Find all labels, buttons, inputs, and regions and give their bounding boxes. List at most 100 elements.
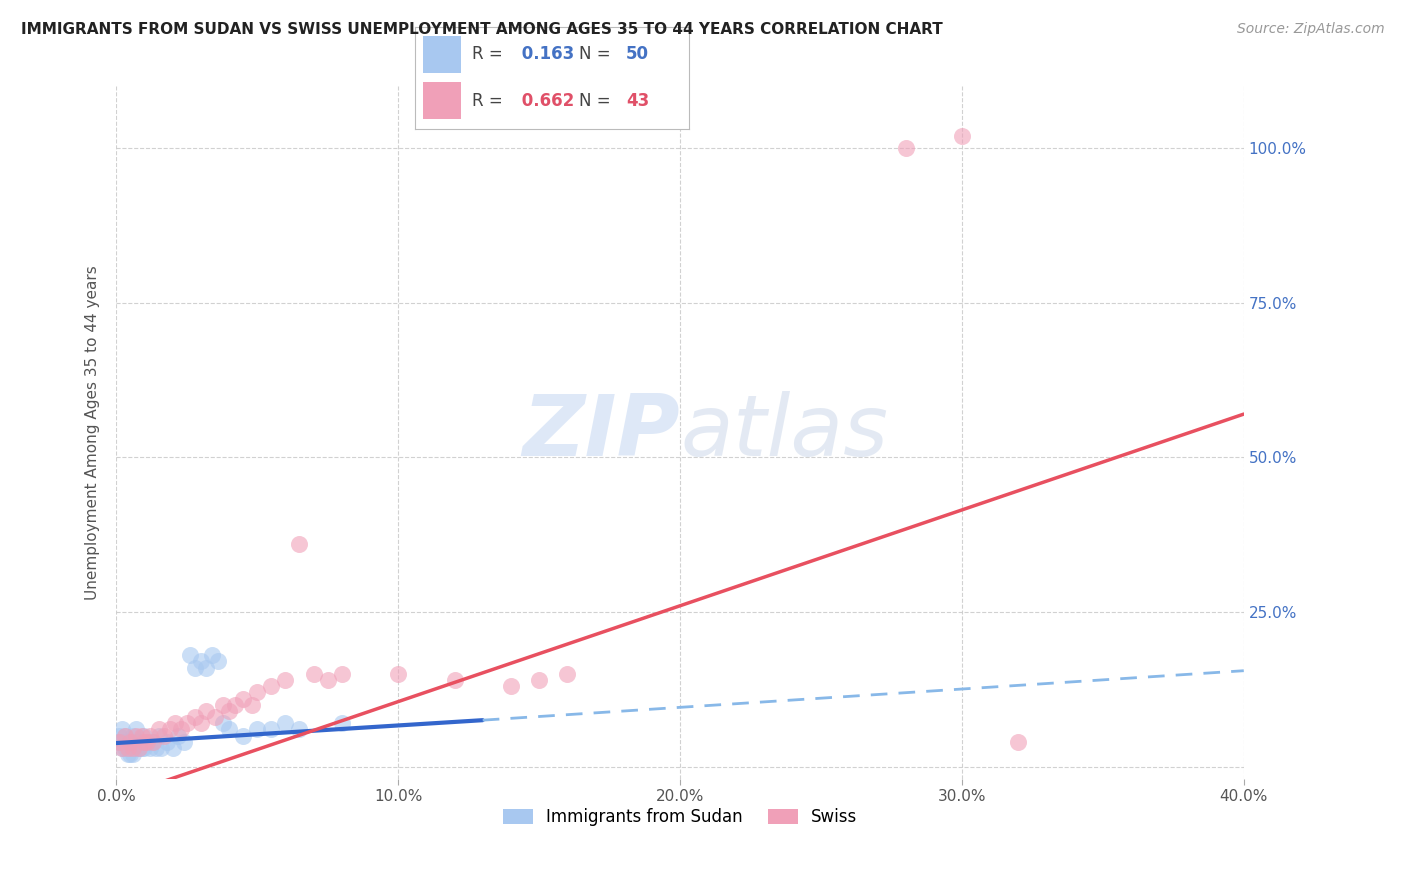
Point [128, 735, 150, 749]
Point [108, 729, 131, 743]
Point [302, 666, 325, 681]
Point [120, 741, 142, 756]
Point [117, 735, 139, 749]
Point [201, 648, 224, 663]
Point [125, 741, 148, 756]
Point [134, 735, 156, 749]
Point [165, 716, 187, 731]
Text: R =: R = [472, 45, 509, 63]
Point [190, 716, 212, 731]
Point [184, 710, 207, 724]
Point [117, 741, 139, 756]
Point [159, 723, 181, 737]
Text: N =: N = [579, 45, 616, 63]
Point [125, 729, 148, 743]
Bar [423, 36, 461, 73]
Point [150, 741, 173, 756]
Point [167, 729, 190, 743]
Point [134, 741, 156, 756]
Point [148, 723, 170, 737]
Text: Source: ZipAtlas.com: Source: ZipAtlas.com [1237, 22, 1385, 37]
Point [190, 655, 212, 669]
Point [443, 673, 465, 687]
Point [148, 729, 170, 743]
Point [114, 741, 136, 756]
Point [288, 723, 311, 737]
Point [288, 537, 311, 551]
Point [232, 691, 254, 706]
Point [170, 723, 193, 737]
Point [246, 685, 269, 699]
Point [131, 729, 153, 743]
Text: ZIP: ZIP [523, 391, 681, 475]
Point [387, 666, 409, 681]
Point [142, 735, 165, 749]
Point [111, 735, 134, 749]
Point [120, 747, 142, 761]
Point [114, 729, 136, 743]
Point [176, 716, 198, 731]
Point [1007, 735, 1029, 749]
Point [156, 735, 179, 749]
Point [316, 673, 339, 687]
Point [122, 741, 145, 756]
Point [136, 735, 159, 749]
Point [195, 660, 218, 674]
Point [117, 741, 139, 756]
Point [120, 735, 142, 749]
Point [162, 741, 184, 756]
Point [207, 655, 229, 669]
Point [111, 741, 134, 756]
Point [195, 704, 218, 718]
Text: 0.662: 0.662 [516, 92, 575, 110]
Point [108, 735, 131, 749]
Text: 50: 50 [626, 45, 650, 63]
Point [122, 747, 145, 761]
Point [114, 735, 136, 749]
Point [111, 741, 134, 756]
Point [555, 666, 578, 681]
Point [125, 735, 148, 749]
Point [894, 141, 917, 155]
Point [184, 660, 207, 674]
Point [499, 679, 522, 693]
Text: R =: R = [472, 92, 509, 110]
Y-axis label: Unemployment Among Ages 35 to 44 years: Unemployment Among Ages 35 to 44 years [86, 265, 100, 600]
Point [232, 729, 254, 743]
Point [139, 729, 162, 743]
Point [117, 747, 139, 761]
Point [527, 673, 550, 687]
Point [212, 716, 235, 731]
Point [128, 741, 150, 756]
Point [212, 698, 235, 712]
Point [224, 698, 246, 712]
Point [950, 128, 973, 143]
Point [125, 723, 148, 737]
Point [153, 729, 176, 743]
Point [122, 729, 145, 743]
Point [218, 704, 240, 718]
Point [246, 723, 269, 737]
Point [136, 735, 159, 749]
Point [134, 729, 156, 743]
Point [204, 710, 226, 724]
Text: IMMIGRANTS FROM SUDAN VS SWISS UNEMPLOYMENT AMONG AGES 35 TO 44 YEARS CORRELATIO: IMMIGRANTS FROM SUDAN VS SWISS UNEMPLOYM… [21, 22, 943, 37]
Text: N =: N = [579, 92, 616, 110]
Point [142, 735, 165, 749]
Point [114, 729, 136, 743]
Point [260, 723, 283, 737]
Point [120, 735, 142, 749]
Point [274, 716, 297, 731]
Point [122, 741, 145, 756]
Point [260, 679, 283, 693]
Point [131, 741, 153, 756]
Point [330, 666, 353, 681]
Point [218, 723, 240, 737]
Bar [423, 82, 461, 119]
Point [131, 735, 153, 749]
Point [108, 735, 131, 749]
Point [145, 741, 167, 756]
Point [179, 648, 201, 663]
Text: atlas: atlas [681, 391, 889, 475]
Point [330, 716, 353, 731]
